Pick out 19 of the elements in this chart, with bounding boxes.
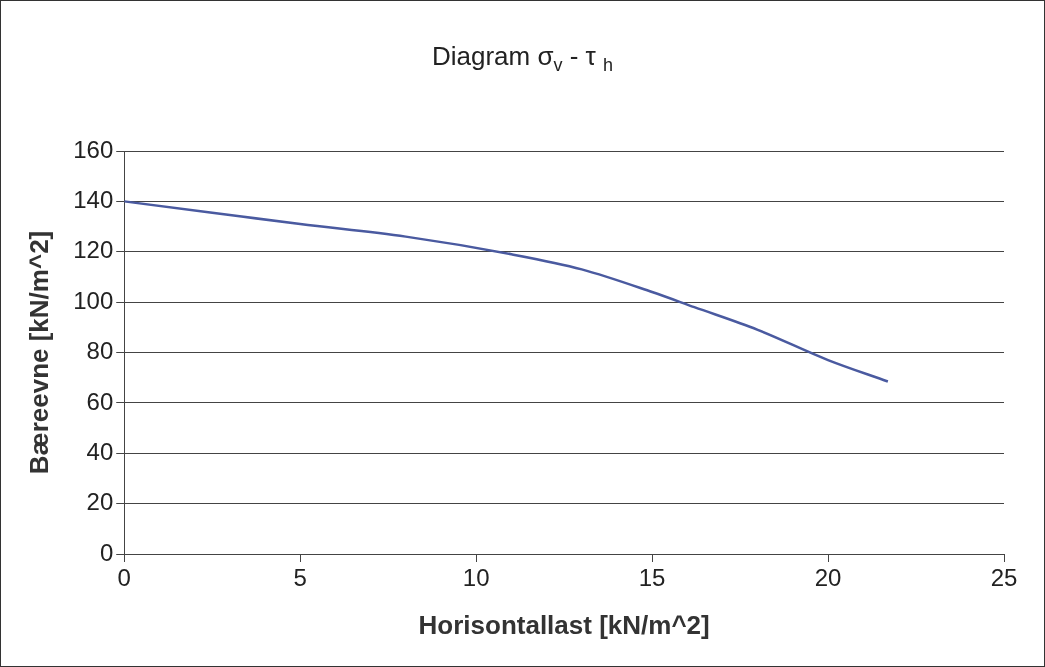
y-tick-label: 120 (73, 236, 114, 264)
y-axis-title: Bæreevne [kN/m^2] (23, 230, 54, 475)
y-tick-label: 20 (86, 488, 114, 516)
x-tick-label: 25 (990, 564, 1018, 592)
x-tick-label: 15 (638, 564, 666, 592)
y-tick-label: 160 (73, 135, 114, 163)
chart-title: Diagram σ$_{v}$ - τ $_{h}$ (430, 41, 615, 77)
y-tick-label: 60 (86, 387, 114, 415)
y-tick-label: 40 (86, 437, 114, 465)
y-tick-label: 80 (86, 337, 114, 365)
y-tick-label: 100 (73, 286, 114, 314)
line-series (124, 200, 890, 383)
x-tick-label: 20 (814, 564, 842, 592)
x-tick-label: 10 (462, 564, 490, 592)
y-tick-label: 140 (73, 186, 114, 213)
x-tick-label: 0 (117, 564, 131, 592)
x-tick-label: 5 (293, 564, 307, 592)
y-tick-label: 0 (99, 538, 114, 566)
x-axis-title: Horisontallast [kN/m^2] (418, 609, 710, 640)
